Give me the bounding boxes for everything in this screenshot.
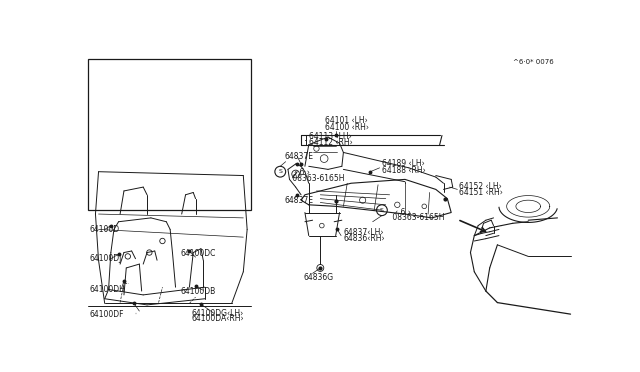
Text: 64837E: 64837E	[284, 196, 313, 205]
Text: 64151 ‹RH›: 64151 ‹RH›	[459, 188, 503, 197]
Text: 64188 ‹RH›: 64188 ‹RH›	[382, 166, 426, 174]
Text: 64100DF: 64100DF	[90, 310, 124, 319]
Text: ‹ 6 ›: ‹ 6 ›	[294, 168, 310, 177]
Text: 64100 ‹RH›: 64100 ‹RH›	[325, 122, 369, 132]
Text: 64836‹RH›: 64836‹RH›	[344, 234, 385, 243]
Text: 64100D: 64100D	[90, 225, 120, 234]
Text: ‹ 6 ›: ‹ 6 ›	[395, 208, 411, 217]
Text: 64100DG‹LH›: 64100DG‹LH›	[192, 309, 244, 318]
Text: ^6⋅0* 0076: ^6⋅0* 0076	[513, 58, 554, 65]
Text: 64100DJ: 64100DJ	[90, 254, 122, 263]
Text: 64112 ‹RH›: 64112 ‹RH›	[308, 138, 353, 147]
Text: 64100DA‹RH›: 64100DA‹RH›	[192, 314, 244, 323]
Text: 64100DH: 64100DH	[90, 285, 125, 294]
Text: S: S	[278, 169, 282, 174]
Text: 08363-6165H: 08363-6165H	[390, 214, 444, 222]
Text: 08363-6165H: 08363-6165H	[289, 174, 344, 183]
Text: 64837‹LH›: 64837‹LH›	[344, 228, 384, 237]
Text: 64837E: 64837E	[284, 152, 313, 161]
Text: 64100DC: 64100DC	[180, 249, 216, 258]
Text: 64100DB: 64100DB	[180, 287, 216, 296]
Text: 64189 ‹LH›: 64189 ‹LH›	[382, 160, 425, 169]
Text: 64836G: 64836G	[303, 273, 333, 282]
Text: 64113 ‹LH›: 64113 ‹LH›	[308, 132, 351, 141]
Bar	[88, 58, 251, 210]
Text: 64152 ‹LH›: 64152 ‹LH›	[459, 182, 502, 191]
Text: 64101 ‹LH›: 64101 ‹LH›	[325, 116, 367, 125]
Text: S: S	[380, 208, 384, 213]
